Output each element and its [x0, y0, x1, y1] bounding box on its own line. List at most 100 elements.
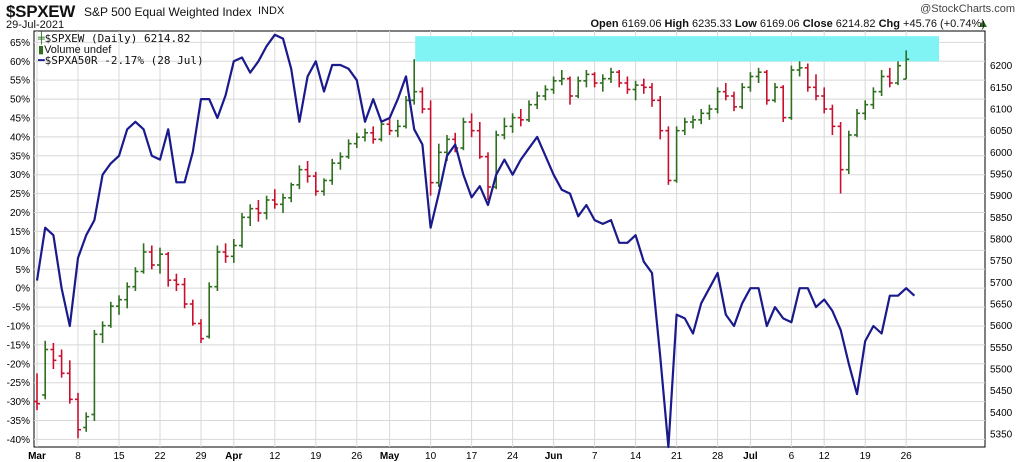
high-value: 6235.33: [692, 18, 732, 30]
ohlc-bar: [558, 70, 565, 86]
close-label: Close: [802, 18, 833, 30]
left-tick-label: 30%: [10, 170, 30, 181]
x-tick-label: May: [380, 451, 400, 462]
ohlc-bar: [304, 161, 311, 183]
left-tick-label: 5%: [16, 265, 31, 276]
ohlc-bar: [239, 213, 245, 248]
ohlc-bar: [189, 299, 196, 326]
ohlc-bar: [427, 100, 434, 196]
x-tick-label: 28: [712, 451, 724, 462]
ohlc-bar: [624, 76, 631, 94]
ohlc-bar: [575, 76, 582, 99]
ohlc-bar: [107, 301, 114, 328]
ohlc-bar: [649, 83, 655, 107]
x-tick-label: 24: [507, 451, 519, 462]
ohlc-bar: [567, 76, 573, 105]
ohlc-bar: [870, 87, 877, 109]
ohlc-bar: [263, 195, 270, 220]
ohlc-bar-icon: ╪: [38, 32, 45, 45]
ohlc-bar: [116, 295, 122, 315]
ohlc-bar: [337, 152, 344, 170]
ohlc-bar: [755, 67, 762, 83]
right-tick-label: 5800: [990, 235, 1013, 246]
left-tick-label: 45%: [10, 113, 30, 124]
left-tick-label: 60%: [10, 57, 30, 68]
ohlc-bar: [845, 130, 852, 174]
ohlc-bar: [230, 239, 237, 263]
ohlc-bar: [583, 70, 590, 88]
ohlc-bar: [632, 80, 639, 101]
left-tick-label: 35%: [10, 151, 30, 162]
ohlc-bar: [58, 349, 65, 378]
ohlc-bar: [821, 87, 828, 114]
x-tick-label: Jul: [743, 451, 758, 462]
open-value: 6169.06: [621, 18, 662, 30]
legend-price: ╪$SPXEW (Daily) 6214.82: [38, 32, 190, 45]
line-swatch-icon: ━: [38, 54, 45, 67]
ohlc-readout: Open 6169.06 High 6235.33 Low 6169.06 Cl…: [590, 18, 985, 30]
ohlc-bar: [714, 87, 721, 114]
ohlc-bar: [181, 278, 188, 309]
x-tick-label: Mar: [28, 451, 46, 462]
left-tick-label: -20%: [7, 359, 30, 370]
legend-breadth-text: $SPXA50R -2.17% (28 Jul): [44, 54, 204, 67]
price-highlight-zone: [415, 36, 939, 62]
ohlc-bar: [501, 117, 508, 140]
chart-index-name: S&P 500 Equal Weighted Index: [84, 5, 252, 19]
legend-volume-text: Volume undef: [44, 44, 112, 56]
x-tick-label: 10: [425, 451, 437, 462]
ohlc-bar: [780, 85, 787, 122]
left-tick-label: -10%: [7, 321, 30, 332]
right-tick-label: 5400: [990, 408, 1013, 419]
high-label: High: [664, 18, 689, 30]
x-tick-label: 7: [592, 451, 598, 462]
ohlc-bar: [378, 119, 385, 142]
x-tick-label: 17: [466, 451, 478, 462]
left-tick-label: -15%: [7, 340, 30, 351]
ohlc-bar: [747, 72, 754, 92]
open-label: Open: [590, 18, 619, 30]
low-value: 6169.06: [759, 18, 800, 30]
ohlc-bar: [476, 122, 483, 159]
left-tick-label: -40%: [7, 435, 30, 446]
ohlc-bar: [788, 65, 795, 120]
ohlc-bar: [247, 204, 254, 226]
ohlc-bar: [255, 200, 262, 222]
left-tick-label: 25%: [10, 189, 30, 200]
ohlc-bar: [534, 91, 541, 109]
ohlc-bar: [509, 113, 516, 133]
x-tick-label: 19: [310, 451, 322, 462]
ohlc-bar: [591, 72, 598, 88]
ohlc-bar: [42, 340, 49, 400]
ohlc-bar: [386, 117, 393, 135]
x-tick-label: 12: [819, 451, 831, 462]
ohlc-bar: [517, 109, 524, 127]
left-tick-label: 40%: [10, 132, 30, 143]
right-tick-label: 5750: [990, 256, 1013, 267]
ohlc-bar: [731, 91, 737, 112]
left-tick-label: 50%: [10, 95, 30, 106]
right-tick-label: 5600: [990, 321, 1013, 332]
ohlc-bar: [895, 61, 901, 86]
ohlc-bar: [460, 117, 467, 151]
ohlc-bar: [673, 126, 680, 183]
left-tick-label: 65%: [10, 38, 30, 49]
breadth-line-layer: [35, 33, 916, 449]
breadth-line: [35, 33, 916, 449]
ohlc-bar: [608, 67, 614, 83]
ohlc-bar: [862, 100, 869, 120]
ohlc-bar: [91, 330, 98, 421]
ohlc-bar: [288, 182, 295, 203]
left-tick-label: 55%: [10, 76, 30, 87]
right-tick-label: 6050: [990, 126, 1013, 137]
right-tick-label: 5700: [990, 278, 1013, 289]
ohlc-bar: [903, 50, 910, 80]
x-tick-label: 29: [195, 451, 207, 462]
left-tick-label: 0%: [16, 284, 31, 295]
ohlc-bar: [312, 171, 319, 196]
chart-exchange: INDX: [258, 5, 285, 17]
ohlc-bar: [296, 165, 303, 190]
right-tick-label: 6000: [990, 148, 1013, 159]
ohlc-bar: [271, 189, 278, 209]
plot-area: [33, 30, 986, 448]
